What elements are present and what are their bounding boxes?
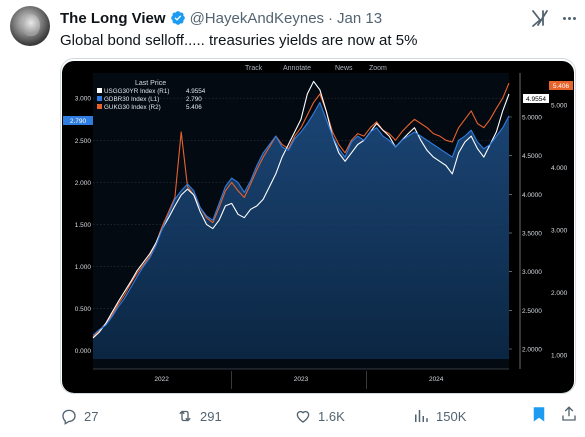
- more-options-icon[interactable]: [560, 8, 578, 28]
- post-text: Global bond selloff..... treasuries yiel…: [60, 32, 418, 49]
- y-right-2-tick-label: 4.000: [551, 165, 568, 172]
- post-date[interactable]: Jan 13: [337, 9, 383, 27]
- repost-count: 291: [200, 408, 222, 424]
- toolbar-news[interactable]: News: [335, 65, 353, 72]
- repost-button[interactable]: 291: [176, 404, 222, 428]
- legend-value: 5.406: [186, 104, 202, 111]
- bond-yield-chart: Track Annotate News Zoom 0.000 0.500 1.000…: [61, 59, 575, 393]
- chart-area-fill: [93, 102, 509, 360]
- chart-series: [92, 80, 510, 339]
- x-tick-label: 2023: [294, 376, 309, 383]
- y-right-1-axis: 2.0000 2.5000 3.0000 3.5000 4.0000 4.5000 5.00…: [509, 115, 542, 354]
- legend-swatch: [97, 88, 102, 93]
- heart-icon: [296, 410, 310, 423]
- y-left-tick-label: 2.500: [75, 138, 92, 145]
- chart-toolbar: Track Annotate News Zoom: [245, 65, 387, 72]
- legend-value: 2.790: [186, 96, 202, 103]
- right2-value-tag: 5.406: [553, 83, 570, 90]
- legend-swatch: [97, 104, 102, 109]
- repost-icon: [179, 410, 191, 422]
- reply-icon: [62, 409, 76, 425]
- reply-button[interactable]: 27: [60, 404, 98, 428]
- post-header: The Long View @HayekAndKeynes · Jan 13: [60, 8, 382, 28]
- post-actions: 27 291 1.6K 150K: [60, 404, 580, 428]
- analytics-icon: [415, 410, 428, 422]
- y-right-1-tick-label: 4.0000: [522, 192, 542, 199]
- y-right-1-tick-label: 5.0000: [522, 115, 542, 122]
- y-right-2-tick-label: 3.000: [551, 228, 568, 235]
- y-right-2-tick-label: 1.000: [551, 353, 568, 360]
- x-tick-label: 2022: [154, 376, 169, 383]
- left-value-tag-bg: [63, 116, 93, 125]
- like-count: 1.6K: [318, 408, 345, 424]
- x-tick-label: 2024: [429, 376, 444, 383]
- y-right-2-tick-label: 5.000: [551, 103, 568, 110]
- separator-dot: ·: [328, 9, 334, 27]
- y-left-tick-label: 1.000: [75, 264, 92, 271]
- legend-label: GUKG30 Index (R2): [104, 104, 161, 111]
- last-value-tags: 2.790 4.9554 5.406: [63, 81, 573, 125]
- area-fill: [93, 102, 509, 360]
- chart-legend: Last Price USGG30YR Index (R1) 4.9554 GDBR…: [97, 80, 206, 111]
- y-right-1-tick-label: 4.5000: [522, 153, 542, 160]
- y-left-axis: 0.000 0.500 1.000 1.500 2.000 2.500 3.000: [75, 96, 92, 355]
- post-media-chart[interactable]: Track Annotate News Zoom 0.000 0.500 1.000…: [60, 58, 576, 394]
- legend-title: Last Price: [135, 80, 166, 87]
- series-line: [92, 101, 510, 336]
- y-right-1-tick-label: 3.5000: [522, 231, 542, 238]
- bookmark-icon[interactable]: [530, 404, 548, 424]
- y-left-tick-label: 2.000: [75, 180, 92, 187]
- y-right-1-tick-label: 2.5000: [522, 308, 542, 315]
- grok-icon[interactable]: [530, 8, 550, 28]
- toolbar-zoom[interactable]: Zoom: [369, 65, 387, 72]
- legend-value: 4.9554: [186, 88, 206, 95]
- toolbar-track[interactable]: Track: [245, 65, 263, 72]
- y-left-tick-label: 1.500: [75, 222, 92, 229]
- series-line: [92, 82, 510, 338]
- y-left-tick-label: 3.000: [75, 96, 92, 103]
- verified-badge-icon: [170, 11, 185, 25]
- reply-count: 27: [84, 408, 99, 424]
- y-right-2-axis: 1.000 2.000 3.000 4.000 5.000: [519, 73, 568, 369]
- right2-value-tag-bg: [549, 81, 573, 90]
- legend-swatch: [97, 96, 102, 101]
- right1-value-tag: 4.9554: [526, 96, 546, 103]
- views-button[interactable]: 150K: [412, 404, 466, 428]
- y-right-1-tick-label: 2.0000: [522, 347, 542, 354]
- y-left-tick-label: 0.500: [75, 306, 92, 313]
- y-right-2-tick-label: 2.000: [551, 290, 568, 297]
- y-left-tick-label: 0.000: [75, 348, 92, 355]
- author-handle[interactable]: @HayekAndKeynes: [189, 9, 325, 27]
- y-right-1-tick-label: 3.0000: [522, 269, 542, 276]
- right1-value-tag-bg: [523, 94, 549, 103]
- x-axis: 2022 2023 2024: [93, 368, 509, 389]
- author-name[interactable]: The Long View: [60, 9, 166, 27]
- like-button[interactable]: 1.6K: [294, 404, 345, 428]
- left-value-tag: 2.790: [70, 118, 87, 125]
- toolbar-annotate[interactable]: Annotate: [283, 65, 311, 72]
- legend-label: USGG30YR Index (R1): [104, 88, 169, 95]
- view-count: 150K: [436, 408, 467, 424]
- legend-label: GDBR30 Index (L1): [104, 96, 159, 103]
- author-avatar[interactable]: [10, 6, 50, 46]
- share-icon[interactable]: [560, 404, 578, 424]
